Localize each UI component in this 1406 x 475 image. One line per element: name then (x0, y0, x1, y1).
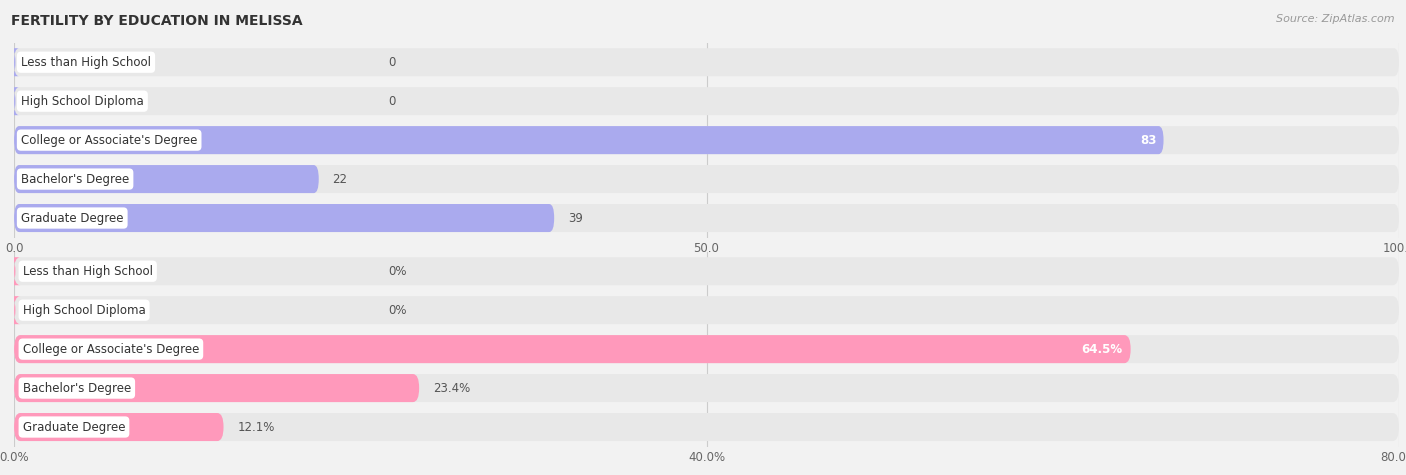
Text: Graduate Degree: Graduate Degree (21, 211, 124, 225)
FancyBboxPatch shape (14, 374, 419, 402)
FancyBboxPatch shape (14, 87, 1399, 115)
Text: 64.5%: 64.5% (1081, 342, 1122, 356)
FancyBboxPatch shape (10, 48, 20, 76)
Text: 83: 83 (1140, 133, 1157, 147)
FancyBboxPatch shape (14, 296, 1399, 324)
FancyBboxPatch shape (14, 413, 224, 441)
Text: College or Associate's Degree: College or Associate's Degree (21, 133, 197, 147)
Text: College or Associate's Degree: College or Associate's Degree (22, 342, 200, 356)
FancyBboxPatch shape (14, 335, 1399, 363)
FancyBboxPatch shape (14, 204, 554, 232)
Text: 0: 0 (388, 95, 395, 108)
Text: 12.1%: 12.1% (238, 420, 274, 434)
FancyBboxPatch shape (10, 87, 20, 115)
FancyBboxPatch shape (14, 48, 1399, 76)
Text: 0%: 0% (388, 265, 406, 278)
Text: 0: 0 (388, 56, 395, 69)
Text: Graduate Degree: Graduate Degree (22, 420, 125, 434)
FancyBboxPatch shape (14, 413, 1399, 441)
FancyBboxPatch shape (14, 165, 1399, 193)
Text: Source: ZipAtlas.com: Source: ZipAtlas.com (1277, 14, 1395, 24)
Text: 23.4%: 23.4% (433, 381, 470, 395)
FancyBboxPatch shape (14, 204, 1399, 232)
Text: High School Diploma: High School Diploma (21, 95, 143, 108)
Text: Less than High School: Less than High School (22, 265, 153, 278)
Text: Less than High School: Less than High School (21, 56, 150, 69)
FancyBboxPatch shape (14, 126, 1399, 154)
FancyBboxPatch shape (10, 296, 20, 324)
Text: FERTILITY BY EDUCATION IN MELISSA: FERTILITY BY EDUCATION IN MELISSA (11, 14, 302, 28)
Text: 22: 22 (333, 172, 347, 186)
FancyBboxPatch shape (14, 165, 319, 193)
FancyBboxPatch shape (10, 257, 20, 285)
Text: Bachelor's Degree: Bachelor's Degree (21, 172, 129, 186)
FancyBboxPatch shape (14, 335, 1130, 363)
Text: Bachelor's Degree: Bachelor's Degree (22, 381, 131, 395)
FancyBboxPatch shape (14, 126, 1164, 154)
Text: 39: 39 (568, 211, 583, 225)
FancyBboxPatch shape (14, 374, 1399, 402)
Text: 0%: 0% (388, 304, 406, 317)
Text: High School Diploma: High School Diploma (22, 304, 145, 317)
FancyBboxPatch shape (14, 257, 1399, 285)
